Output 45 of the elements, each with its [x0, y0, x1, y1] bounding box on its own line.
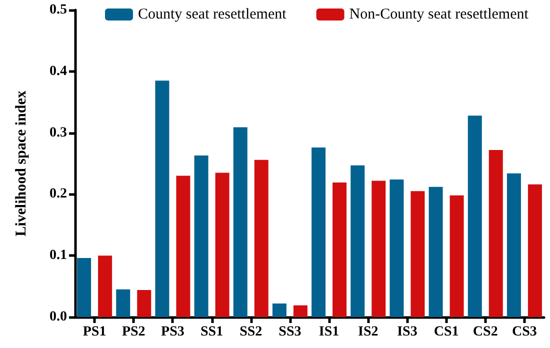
x-tick-label: PS2 [122, 324, 146, 340]
bar [528, 184, 542, 317]
y-tick-label: 0.5 [50, 2, 67, 18]
bar [293, 305, 308, 317]
bar [116, 289, 130, 317]
bar [506, 173, 521, 317]
x-tick-label: IS2 [358, 324, 378, 340]
bar [410, 191, 425, 317]
x-tick-label: PS1 [82, 324, 106, 340]
bar [488, 150, 503, 317]
bar [98, 256, 112, 317]
bar [372, 180, 386, 317]
bar [194, 156, 208, 317]
bar [450, 195, 464, 317]
x-tick-label: IS1 [318, 324, 340, 340]
x-tick-label: IS3 [397, 324, 418, 340]
bar [233, 127, 248, 317]
bar [312, 148, 326, 317]
x-tick-label: CS1 [434, 324, 459, 340]
bar [468, 116, 482, 317]
bar [215, 172, 230, 317]
bar [77, 258, 92, 317]
x-tick-label: CS2 [472, 324, 498, 340]
legend-label: County seat resettlement [138, 6, 288, 22]
bar [332, 182, 347, 317]
bar [390, 179, 404, 317]
bar [137, 290, 152, 317]
y-tick-label: 0.3 [50, 125, 67, 140]
x-tick-label: SS1 [200, 324, 224, 340]
x-tick-label: SS2 [240, 324, 262, 340]
bar [155, 80, 170, 317]
legend-label: Non-County seat resettlement [349, 6, 530, 22]
bar [350, 165, 365, 317]
bar [176, 176, 190, 317]
x-tick-label: SS3 [278, 324, 302, 340]
y-tick-label: 0.1 [50, 248, 67, 264]
y-axis-title: Livelihood space index [14, 90, 30, 236]
bar [428, 186, 443, 317]
y-tick-label: 0.0 [50, 310, 67, 324]
bar [254, 160, 268, 317]
y-tick-label: 0.4 [50, 64, 67, 79]
y-tick-label: 0.2 [50, 186, 67, 202]
bar [272, 303, 286, 317]
x-tick-label: PS3 [161, 324, 184, 340]
x-tick-label: CS3 [512, 324, 537, 340]
